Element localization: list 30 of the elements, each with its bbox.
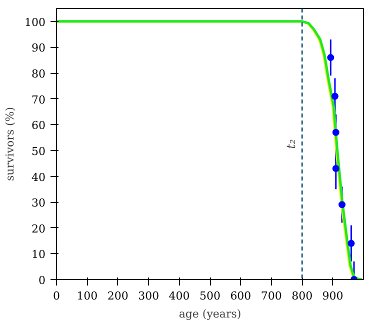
y-tick-label: 0 xyxy=(38,274,46,287)
x-tick-label: 700 xyxy=(260,290,282,302)
x-tick-label: 0 xyxy=(53,290,60,302)
y-tick-label: 100 xyxy=(24,16,46,29)
point xyxy=(332,128,340,136)
y-tick-label: 20 xyxy=(32,222,46,236)
ref-line-label: t₂ xyxy=(284,138,298,149)
x-tick-label: 500 xyxy=(200,290,220,302)
x-tick-label: 300 xyxy=(138,290,160,302)
x-tick-label: 400 xyxy=(168,290,190,302)
x-tick-label: 600 xyxy=(230,290,252,302)
y-tick-label: 70 xyxy=(32,93,46,106)
y-tick-label: 90 xyxy=(32,42,46,55)
point xyxy=(331,92,338,100)
y-axis-title: survivors (%) xyxy=(4,106,17,181)
x-tick-label: 100 xyxy=(76,290,98,302)
y-tick-label: 40 xyxy=(32,170,46,184)
x-tick-label: 900 xyxy=(322,290,344,302)
x-tick-label: 800 xyxy=(292,290,313,302)
y-tick-label: 10 xyxy=(32,248,46,262)
y-tick-label: 50 xyxy=(32,144,46,158)
x-axis-title: age (years) xyxy=(178,308,242,320)
y-tick-label: 60 xyxy=(32,119,46,132)
x-tick-label: 200 xyxy=(107,290,128,302)
y-tick-label: 80 xyxy=(32,68,46,81)
point xyxy=(348,240,355,247)
point xyxy=(332,165,340,172)
point xyxy=(327,54,334,62)
y-tick-label: 30 xyxy=(32,196,46,210)
point xyxy=(338,201,346,208)
